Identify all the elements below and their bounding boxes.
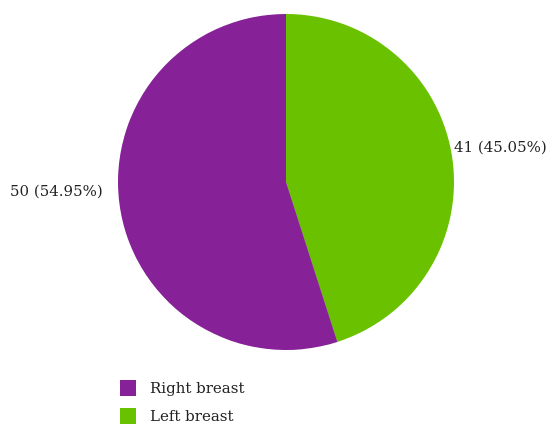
slice-label-right-breast: 50 (54.95%) bbox=[10, 182, 103, 200]
legend-swatch-left-breast bbox=[120, 408, 136, 424]
legend-label-right-breast: Right breast bbox=[150, 379, 245, 397]
pie-slice-left-breast bbox=[286, 14, 455, 342]
legend: Right breast Left breast bbox=[120, 374, 244, 430]
pie-chart: 50 (54.95%) 41 (45.05%) bbox=[10, 14, 547, 350]
slice-label-left-breast: 41 (45.05%) bbox=[454, 138, 547, 156]
legend-swatch-right-breast bbox=[120, 380, 136, 396]
legend-item-left-breast: Left breast bbox=[120, 402, 244, 430]
pie-slice-right-breast bbox=[118, 14, 338, 350]
legend-label-left-breast: Left breast bbox=[150, 407, 234, 425]
legend-item-right-breast: Right breast bbox=[120, 374, 244, 402]
pie-slices bbox=[118, 14, 455, 350]
